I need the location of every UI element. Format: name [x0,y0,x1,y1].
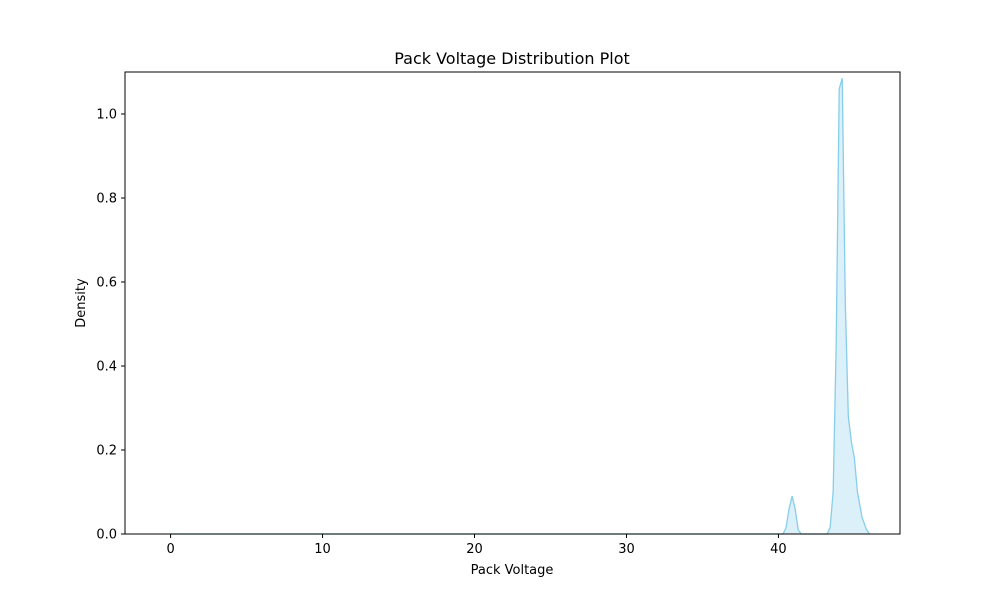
y-tick-label: 1.0 [96,108,117,123]
plot-frame [124,71,901,535]
x-axis-ticks: 0 10 20 30 40 [166,534,787,557]
x-tick-label: 30 [618,542,635,557]
y-axis-ticks: 0.0 0.2 0.4 0.6 0.8 1.0 [96,108,125,543]
y-axis-label: Density [74,278,89,328]
x-axis-label: Pack Voltage [471,563,554,578]
x-tick-label: 40 [770,542,787,557]
x-tick-label: 0 [166,542,174,557]
x-tick-label: 10 [314,542,331,557]
chart-title: Pack Voltage Distribution Plot [394,49,630,68]
y-tick-label: 0.2 [96,444,117,459]
y-tick-label: 0.0 [96,528,117,543]
x-tick-label: 20 [466,542,483,557]
y-tick-label: 0.8 [96,192,117,207]
y-tick-label: 0.4 [96,360,117,375]
y-tick-label: 0.6 [96,276,117,291]
